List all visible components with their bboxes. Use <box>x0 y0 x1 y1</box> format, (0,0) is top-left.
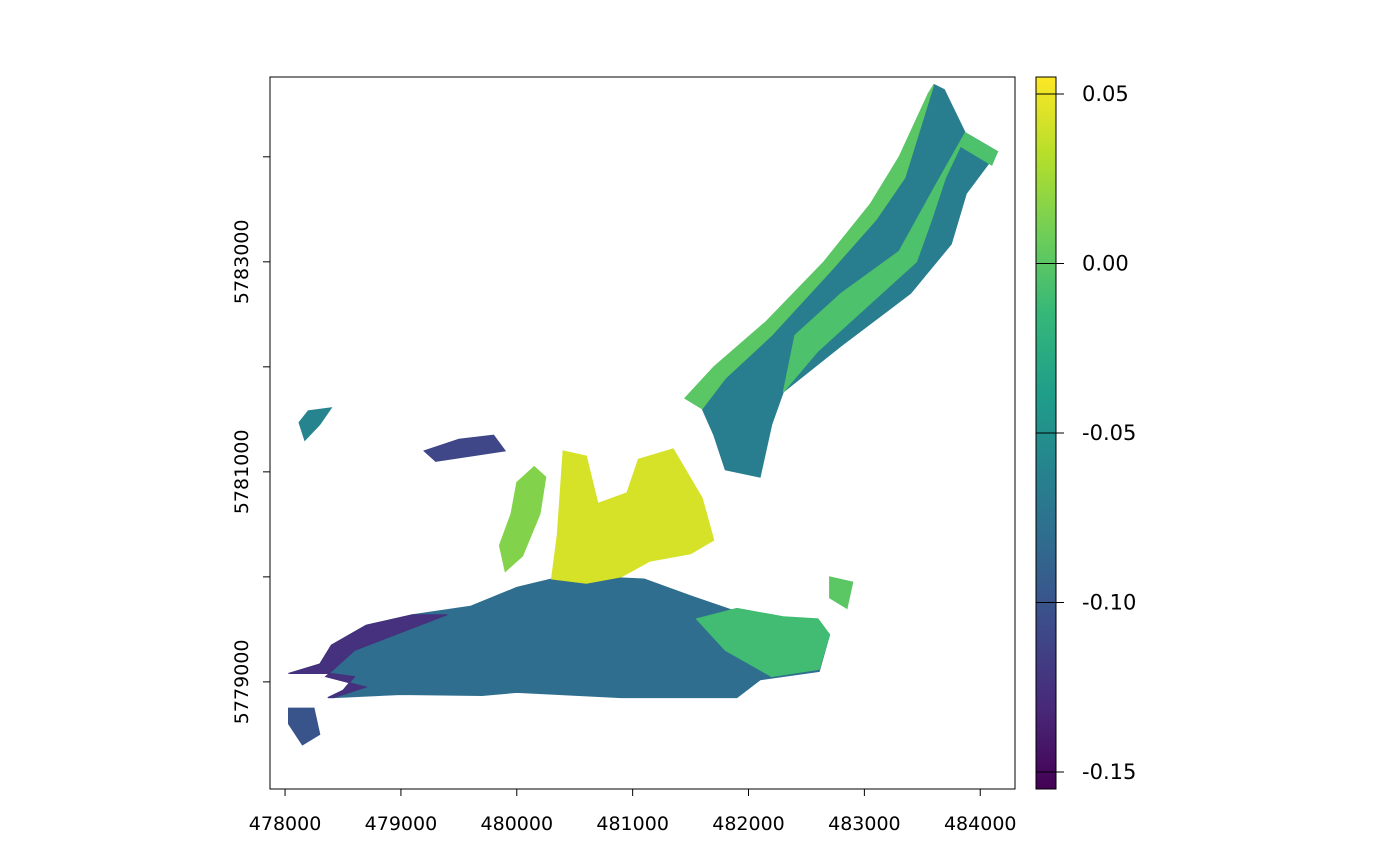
region-tongue-left-margin <box>684 84 935 410</box>
region-basin-north-west-edge <box>288 614 448 699</box>
colorbar-tick-label: -0.05 <box>1082 421 1136 445</box>
plot-frame <box>269 76 1016 790</box>
colorbar-tick-label: 0.05 <box>1082 82 1129 106</box>
x-axis: 478000 479000 480000 481000 482000 483000 4840… <box>249 789 1017 835</box>
x-tick-label: 481000 <box>596 813 669 835</box>
region-eastern-outlier <box>829 576 854 610</box>
raster-regions <box>288 83 999 746</box>
x-tick-label: 482000 <box>712 813 785 835</box>
region-central-melt-zone <box>550 448 715 584</box>
region-tongue-right-margin <box>782 132 999 393</box>
x-tick-label: 479000 <box>365 813 438 835</box>
colorbar-tick-label: 0.00 <box>1082 251 1129 275</box>
region-far-west-patches <box>423 434 507 462</box>
x-tick-label: 478000 <box>249 813 322 835</box>
y-axis: 5779000 5781000 5783000 <box>231 156 270 725</box>
colorbar-tick-label: -0.15 <box>1082 760 1136 784</box>
x-tick-label: 483000 <box>828 813 901 835</box>
region-basin-eastern-lobe <box>695 607 831 678</box>
colorbar: 0.05 0.00 -0.05 -0.10 -0.15 <box>1035 76 1136 790</box>
region-upper-glacier-tongue-north-east <box>701 83 999 478</box>
y-tick-label: 5781000 <box>231 430 253 515</box>
region-north-west-fragment <box>298 407 333 442</box>
x-tick-label: 480000 <box>481 813 554 835</box>
region-south-west-fragment <box>288 707 321 746</box>
y-tick-label: 5779000 <box>231 640 253 725</box>
region-west-tributaries <box>498 465 547 573</box>
x-tick-label: 484000 <box>944 813 1017 835</box>
colorbar-tick-label: -0.10 <box>1082 591 1136 615</box>
y-tick-label: 5783000 <box>231 220 253 305</box>
